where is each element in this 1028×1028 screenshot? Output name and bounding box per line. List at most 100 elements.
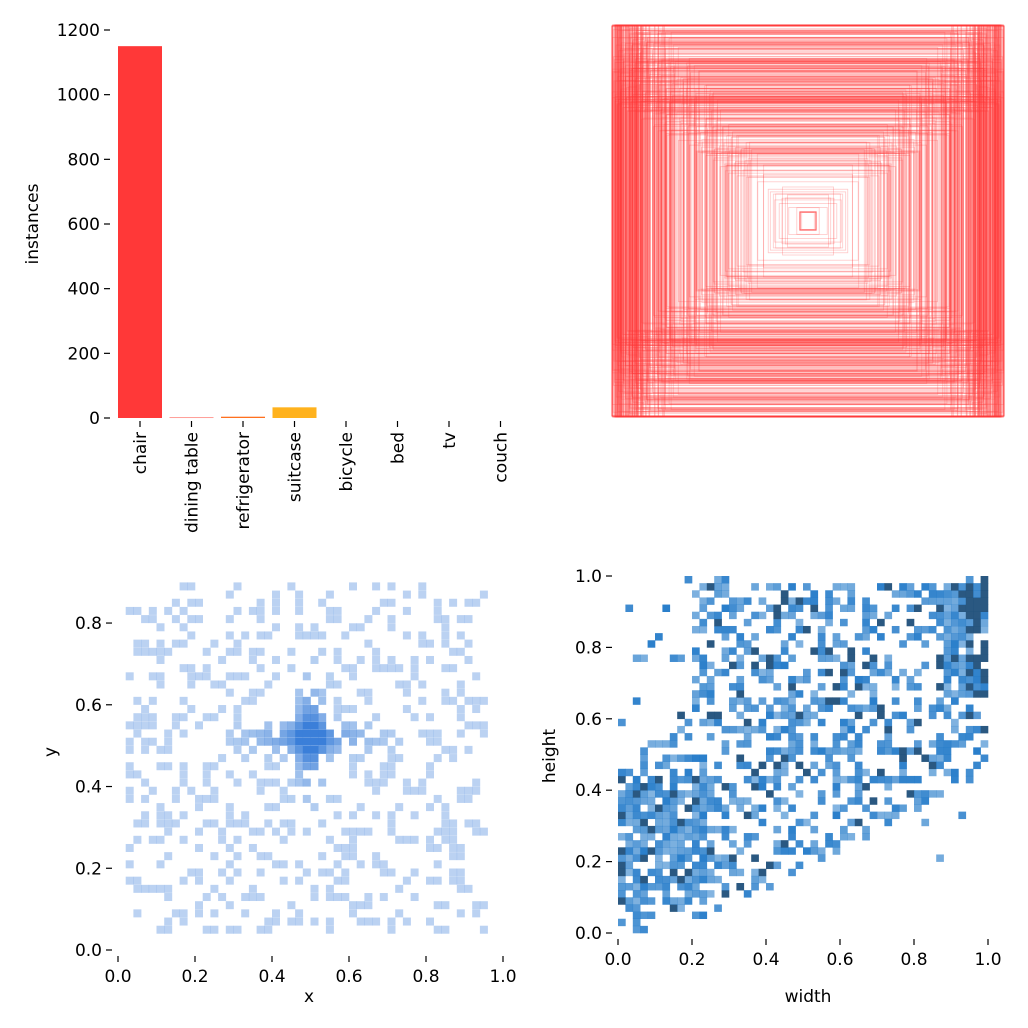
heatmap-cell <box>847 690 856 698</box>
heatmap-cell <box>780 747 789 755</box>
heatmap-cell <box>788 783 796 791</box>
heatmap-cell <box>743 761 752 770</box>
heatmap-cell <box>677 775 685 784</box>
heatmap-cell <box>854 768 863 777</box>
heatmap-cell <box>684 818 693 827</box>
heatmap-cell <box>349 811 357 820</box>
label-box <box>648 74 968 368</box>
heatmap-cell <box>287 827 296 836</box>
label-box <box>686 62 930 380</box>
heatmap-cell <box>936 683 944 691</box>
heatmap-cell <box>632 875 641 884</box>
bar-y-axis-label: instances <box>23 183 43 264</box>
label-box <box>646 43 970 399</box>
heatmap-cell <box>832 761 841 770</box>
label-box <box>705 117 911 325</box>
heatmap-cell <box>729 825 737 834</box>
heatmap-cell <box>766 604 774 612</box>
heatmap-cell <box>387 598 396 607</box>
heatmap-cell <box>773 625 782 634</box>
heatmap-cell <box>410 672 419 681</box>
heatmap-cell <box>980 618 989 627</box>
heatmap-cell <box>202 778 211 787</box>
heatmap-cell <box>891 711 900 720</box>
heatmap-cell <box>647 911 656 920</box>
heatmap-cell <box>218 680 227 689</box>
label-box <box>749 141 867 301</box>
heatmap-cell <box>736 661 745 670</box>
label-box <box>646 103 970 339</box>
label-box <box>698 70 918 372</box>
heatmap-cell <box>729 868 737 877</box>
label-box <box>674 60 942 382</box>
heatmap-cell <box>810 747 819 755</box>
xy-heatmap-cells <box>125 582 488 934</box>
heatmap-cell <box>225 843 234 852</box>
heatmap-cell <box>402 590 411 599</box>
heatmap-cell <box>721 633 730 641</box>
label-box <box>636 38 980 404</box>
label-box <box>634 24 982 418</box>
heatmap-cell <box>906 725 915 734</box>
label-box <box>639 61 977 381</box>
heatmap-cell <box>472 696 481 705</box>
label-box <box>711 126 905 316</box>
heatmap-cell <box>899 668 907 677</box>
heatmap-cell <box>973 668 981 677</box>
label-box <box>744 160 872 282</box>
label-box <box>620 24 996 418</box>
heatmap-cell <box>684 733 693 741</box>
heatmap-cell <box>310 655 319 664</box>
heatmap-cell <box>714 583 722 591</box>
heatmap-cell <box>951 654 959 662</box>
label-box <box>694 131 922 311</box>
label-box <box>631 100 985 342</box>
heatmap-cell <box>640 797 648 805</box>
heatmap-cell <box>914 747 922 755</box>
heatmap-cell <box>714 861 722 870</box>
heatmap-cell <box>817 633 826 641</box>
heatmap-cell <box>862 675 870 684</box>
heatmap-cell <box>862 633 870 641</box>
heatmap-cell <box>164 819 173 828</box>
label-box <box>684 124 932 318</box>
heatmap-cell <box>951 668 959 677</box>
heatmap-cell <box>341 893 350 902</box>
label-box <box>649 76 967 366</box>
heatmap-cell <box>449 647 458 656</box>
heatmap-cell <box>310 893 319 902</box>
heatmap-cell <box>958 733 967 741</box>
heatmap-cell <box>780 711 789 720</box>
label-box <box>643 109 973 333</box>
heatmap-cell <box>795 733 804 741</box>
label-box <box>631 68 985 374</box>
heatmap-cell <box>464 639 473 648</box>
heatmap-cell <box>341 852 350 861</box>
label-box <box>612 37 1004 405</box>
heatmap-cell <box>706 597 715 605</box>
heatmap-cell <box>295 631 304 640</box>
heatmap-cell <box>877 747 885 755</box>
heatmap-cell <box>669 833 678 841</box>
heatmap-cell <box>418 696 427 705</box>
heatmap-cell <box>810 733 819 741</box>
label-box <box>668 133 948 309</box>
label-box <box>694 141 922 301</box>
heatmap-cell <box>736 847 745 855</box>
label-box <box>621 24 995 418</box>
heatmap-cell <box>302 754 311 763</box>
heatmap-cell <box>233 713 242 722</box>
heatmap-cell <box>287 778 296 787</box>
heatmap-cell <box>699 790 708 798</box>
heatmap-cell <box>349 672 357 681</box>
label-box <box>647 37 969 405</box>
heatmap-cell <box>714 875 722 884</box>
label-box <box>719 166 897 276</box>
label-box <box>620 101 996 341</box>
label-box <box>624 24 992 418</box>
heatmap-cell <box>364 737 373 746</box>
heatmap-cell <box>647 740 656 748</box>
heatmap-cell <box>958 611 967 620</box>
heatmap-cell <box>692 611 700 620</box>
heatmap-cell <box>677 875 685 884</box>
